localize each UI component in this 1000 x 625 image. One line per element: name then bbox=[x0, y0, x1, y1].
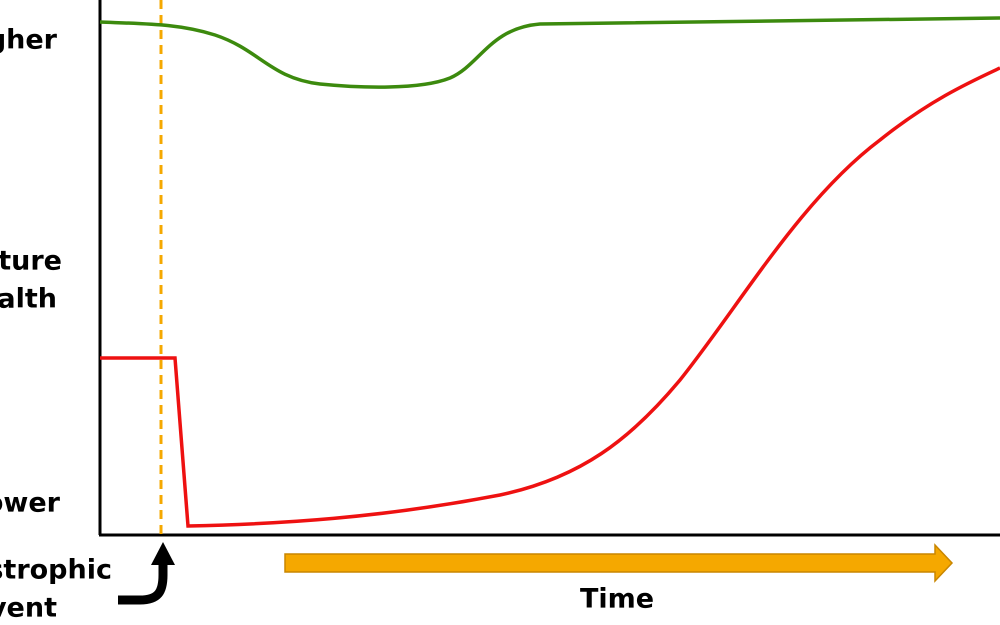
pasture-health-label: sture bbox=[0, 246, 62, 277]
event-label: vent bbox=[0, 593, 57, 624]
higher-label: gher bbox=[0, 25, 58, 56]
green-curve bbox=[99, 16, 1000, 89]
event-arrow bbox=[118, 563, 168, 605]
time-label: Time bbox=[580, 584, 654, 615]
lower-label: ower bbox=[0, 488, 61, 519]
time-arrow bbox=[284, 543, 954, 583]
pasture-health-label: alth bbox=[0, 284, 57, 315]
event-arrow-head bbox=[151, 542, 175, 565]
red-curve bbox=[100, 66, 1000, 528]
event-label: strophic bbox=[0, 555, 112, 586]
